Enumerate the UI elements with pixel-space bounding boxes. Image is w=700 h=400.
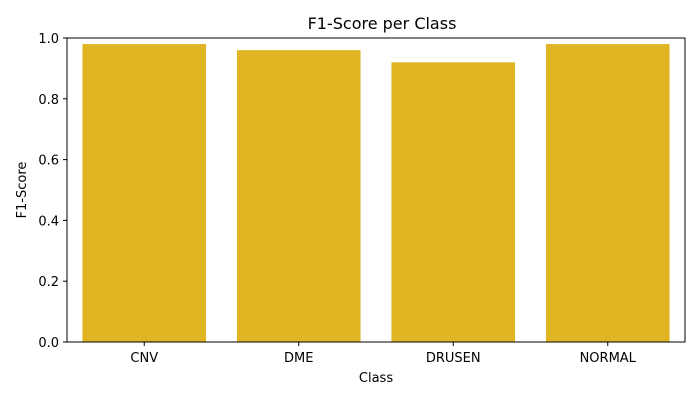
x-tick-label: DME xyxy=(284,351,313,366)
x-tick-label: CNV xyxy=(130,351,158,366)
x-tick-label: NORMAL xyxy=(580,351,637,366)
bar-drusen xyxy=(391,62,516,342)
y-tick-label: 0.4 xyxy=(38,214,59,229)
bar-cnv xyxy=(82,44,207,343)
x-axis: CNV DME DRUSEN NORMAL xyxy=(130,342,637,366)
y-axis: 0.0 0.2 0.4 0.6 0.8 1.0 xyxy=(38,32,67,351)
plot-frame xyxy=(66,37,686,343)
y-axis-title: F1-Score xyxy=(15,162,30,219)
bar-dme xyxy=(236,50,361,342)
y-tick-label: 0.8 xyxy=(38,93,59,108)
bar-normal xyxy=(545,44,670,343)
y-tick-label: 1.0 xyxy=(38,32,59,47)
y-tick-label: 0.0 xyxy=(38,336,59,351)
chart-title: F1-Score per Class xyxy=(308,14,457,33)
x-axis-title: Class xyxy=(359,371,393,386)
y-tick-label: 0.6 xyxy=(38,154,59,169)
y-tick-label: 0.2 xyxy=(38,275,59,290)
x-tick-label: DRUSEN xyxy=(426,351,481,366)
bars-layer xyxy=(82,44,670,343)
